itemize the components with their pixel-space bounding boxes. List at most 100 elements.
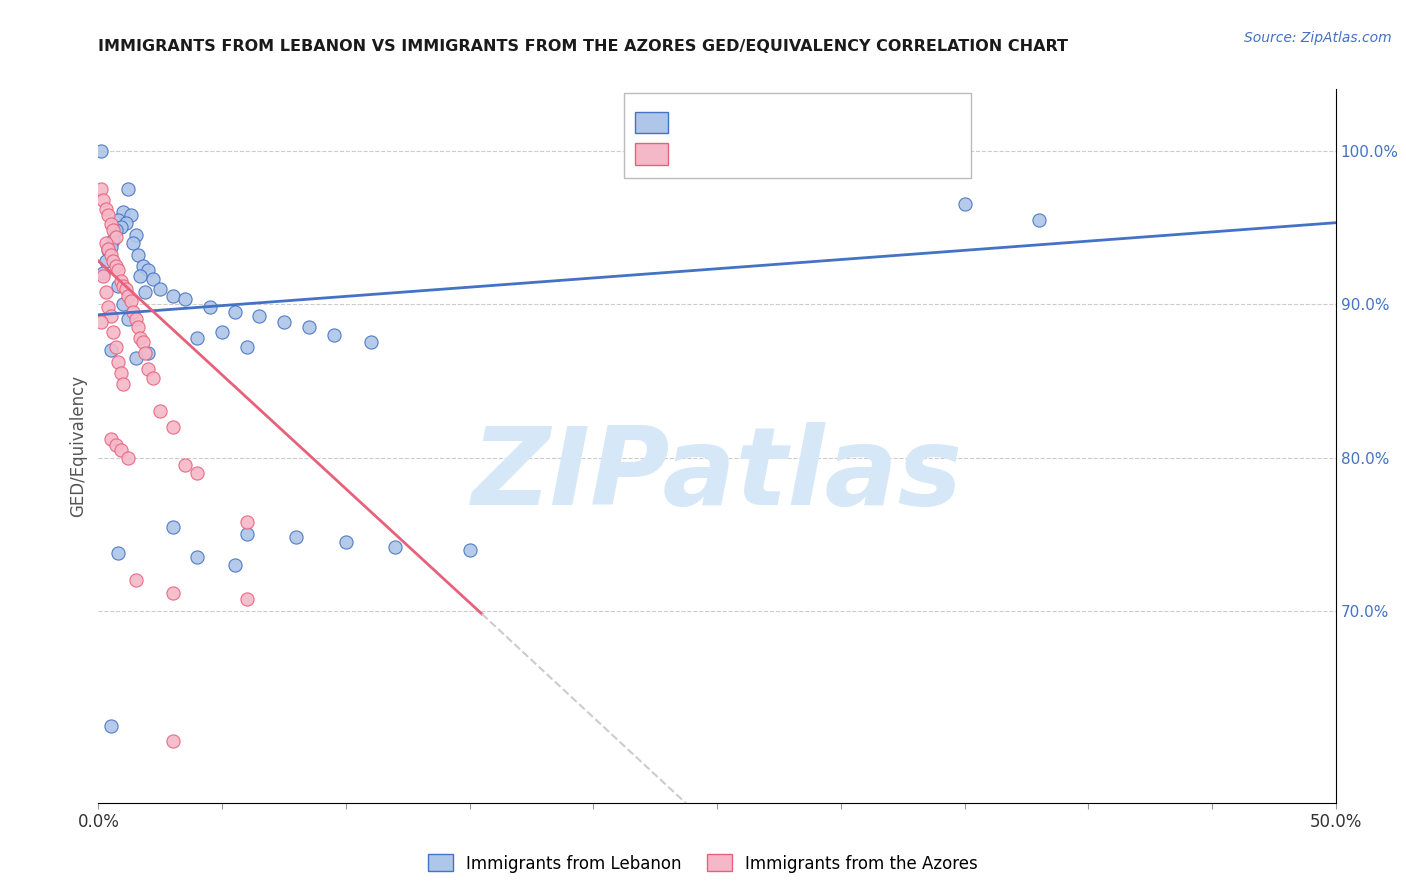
Point <box>117 450 139 465</box>
Point <box>122 235 145 250</box>
Point <box>335 535 357 549</box>
Point <box>124 574 146 588</box>
Point <box>97 242 120 256</box>
Point <box>236 527 259 541</box>
Point <box>100 217 122 231</box>
Point <box>110 220 132 235</box>
Point <box>97 300 120 314</box>
Point <box>129 331 152 345</box>
Point <box>107 278 129 293</box>
Point <box>120 208 142 222</box>
Point <box>100 240 122 254</box>
Point <box>100 343 122 357</box>
Point <box>236 515 259 529</box>
Point <box>104 223 127 237</box>
Point <box>114 282 136 296</box>
Point <box>100 719 122 733</box>
Point <box>132 335 155 350</box>
Point <box>134 346 156 360</box>
Point <box>236 340 259 354</box>
Point <box>136 346 159 360</box>
Point <box>114 216 136 230</box>
Point <box>90 182 112 196</box>
Point <box>136 361 159 376</box>
Point <box>211 325 233 339</box>
Point <box>124 227 146 242</box>
Point <box>103 254 125 268</box>
Point <box>458 542 481 557</box>
Point <box>90 316 112 330</box>
Point <box>134 285 156 299</box>
Point <box>117 312 139 326</box>
Point <box>186 550 208 565</box>
Point <box>104 438 127 452</box>
Point <box>90 144 112 158</box>
Point <box>953 197 976 211</box>
Point <box>103 325 125 339</box>
Point <box>142 272 165 286</box>
Point <box>186 466 208 480</box>
Point <box>162 289 184 303</box>
Point <box>384 540 406 554</box>
Point <box>360 335 382 350</box>
Text: Source: ZipAtlas.com: Source: ZipAtlas.com <box>1244 31 1392 45</box>
Point <box>117 182 139 196</box>
Point <box>112 205 135 219</box>
Point <box>149 404 172 418</box>
Legend: Immigrants from Lebanon, Immigrants from the Azores: Immigrants from Lebanon, Immigrants from… <box>422 847 984 880</box>
Point <box>112 297 135 311</box>
Point <box>94 202 117 216</box>
Point <box>112 376 135 391</box>
Point <box>236 591 259 606</box>
Point <box>104 229 127 244</box>
Point <box>224 558 246 572</box>
Text: IMMIGRANTS FROM LEBANON VS IMMIGRANTS FROM THE AZORES GED/EQUIVALENCY CORRELATIO: IMMIGRANTS FROM LEBANON VS IMMIGRANTS FR… <box>98 38 1069 54</box>
Point <box>110 442 132 457</box>
Point <box>100 432 122 446</box>
Point <box>107 355 129 369</box>
Point <box>322 327 344 342</box>
Point <box>93 266 115 280</box>
Point <box>247 310 270 324</box>
Point <box>285 530 308 544</box>
Point <box>93 193 115 207</box>
Point <box>107 263 129 277</box>
Point <box>136 263 159 277</box>
Point <box>110 274 132 288</box>
Point <box>162 419 184 434</box>
Point <box>103 223 125 237</box>
Point <box>94 235 117 250</box>
Text: ZIPatlas: ZIPatlas <box>471 422 963 527</box>
Point <box>110 366 132 380</box>
Point <box>198 300 221 314</box>
Point <box>93 269 115 284</box>
Point <box>273 316 295 330</box>
Point <box>97 244 120 258</box>
Point <box>104 340 127 354</box>
Point <box>129 269 152 284</box>
Point <box>298 320 321 334</box>
Point <box>127 248 149 262</box>
Point <box>186 331 208 345</box>
Point <box>142 370 165 384</box>
Point <box>107 212 129 227</box>
Point <box>124 351 146 365</box>
Point <box>94 254 117 268</box>
Point <box>224 304 246 318</box>
Point <box>97 208 120 222</box>
Point <box>122 304 145 318</box>
Point <box>103 233 125 247</box>
Point <box>120 293 142 308</box>
Point <box>127 320 149 334</box>
Point <box>124 312 146 326</box>
Point <box>162 585 184 599</box>
Point <box>117 289 139 303</box>
Point <box>162 734 184 748</box>
Point <box>104 259 127 273</box>
Y-axis label: GED/Equivalency: GED/Equivalency <box>69 375 87 517</box>
Point <box>132 259 155 273</box>
Point <box>149 282 172 296</box>
Point <box>100 248 122 262</box>
Point <box>107 546 129 560</box>
Point <box>162 519 184 533</box>
